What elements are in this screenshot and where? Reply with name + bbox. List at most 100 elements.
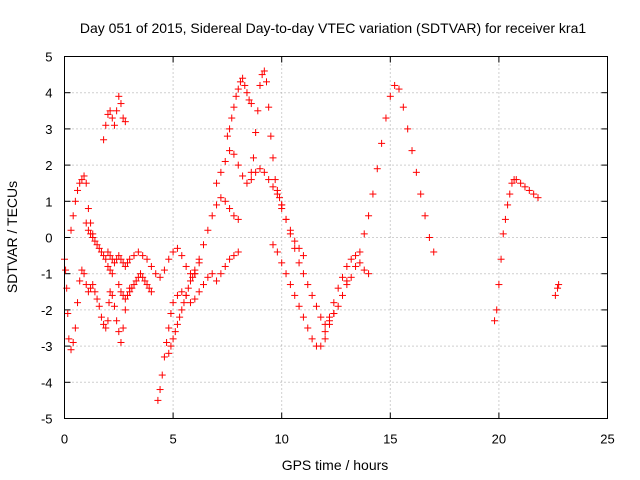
data-point <box>252 129 260 137</box>
x-tick-label: 0 <box>61 432 68 447</box>
data-point <box>106 107 114 115</box>
data-point <box>365 270 373 278</box>
data-point <box>223 132 231 140</box>
data-point <box>113 317 121 325</box>
data-point <box>62 266 70 274</box>
data-point <box>226 147 234 155</box>
data-point <box>102 255 110 263</box>
data-point <box>78 176 86 184</box>
data-point <box>163 338 171 346</box>
data-point <box>178 252 186 260</box>
data-point <box>291 237 299 245</box>
data-point <box>100 136 108 144</box>
data-point <box>137 270 145 278</box>
data-point <box>84 205 92 213</box>
data-point <box>425 234 433 241</box>
data-point <box>117 255 125 263</box>
data-point <box>286 230 294 238</box>
data-point <box>508 179 516 187</box>
data-point <box>365 212 373 220</box>
data-point <box>356 248 364 256</box>
data-point <box>236 78 244 86</box>
data-point <box>499 230 507 238</box>
data-point <box>504 201 512 209</box>
data-point <box>360 266 368 274</box>
data-point <box>299 270 307 278</box>
chart-title: Day 051 of 2015, Sidereal Day-to-day VTE… <box>80 20 586 36</box>
data-point <box>497 255 505 263</box>
data-point <box>295 259 303 267</box>
data-point <box>262 78 270 86</box>
data-point <box>213 277 221 285</box>
data-point <box>278 259 286 267</box>
data-point <box>200 281 208 289</box>
data-point <box>115 328 123 336</box>
data-point <box>121 118 129 126</box>
data-point <box>321 320 329 328</box>
data-point <box>89 281 97 289</box>
data-point <box>269 241 277 249</box>
y-tick-label: -4 <box>41 375 53 390</box>
y-tick-label: 2 <box>45 158 52 173</box>
x-tick-label: 15 <box>383 432 397 447</box>
data-point <box>123 291 131 299</box>
data-point <box>82 281 90 289</box>
data-point <box>119 324 127 332</box>
data-point <box>317 313 325 321</box>
data-point <box>204 226 212 234</box>
data-point <box>247 176 255 184</box>
data-point <box>123 259 131 267</box>
data-point <box>243 89 251 97</box>
data-point <box>200 241 208 249</box>
data-point <box>119 114 127 122</box>
data-point <box>208 212 216 220</box>
data-point <box>104 317 112 325</box>
data-point <box>108 291 116 299</box>
data-point <box>321 328 329 336</box>
data-point <box>330 299 338 307</box>
data-point <box>412 168 420 176</box>
data-point <box>176 313 184 321</box>
data-point <box>106 288 114 296</box>
data-point <box>126 255 134 263</box>
data-point <box>356 259 364 267</box>
data-point <box>93 241 101 249</box>
data-point <box>249 154 257 162</box>
data-point <box>89 234 97 241</box>
x-tick-label: 10 <box>274 432 288 447</box>
data-point <box>84 288 92 296</box>
data-point <box>282 215 290 223</box>
data-point <box>213 201 221 209</box>
data-point <box>208 270 216 278</box>
data-point <box>325 313 333 321</box>
data-point <box>110 302 118 310</box>
data-point <box>195 288 203 296</box>
data-point <box>258 71 266 79</box>
data-point <box>521 183 529 191</box>
data-point <box>256 81 264 89</box>
data-point <box>143 255 151 263</box>
data-point <box>334 302 342 310</box>
data-point <box>299 252 307 260</box>
data-point <box>69 212 77 220</box>
data-point <box>269 154 277 162</box>
data-point <box>234 215 242 223</box>
plot-frame <box>64 56 608 419</box>
data-point <box>395 85 403 93</box>
data-point <box>143 281 151 289</box>
data-point <box>141 277 149 285</box>
data-point <box>171 328 179 336</box>
grid-layer <box>64 56 608 419</box>
data-point <box>304 324 312 332</box>
data-point <box>221 197 229 205</box>
data-point <box>71 324 79 332</box>
data-point <box>230 212 238 220</box>
data-point <box>67 226 75 234</box>
data-point <box>378 139 386 147</box>
y-axis-label: SDTVAR / TECUs <box>4 181 20 293</box>
y-tick-label: -1 <box>41 267 53 282</box>
data-point <box>76 179 84 187</box>
x-tick-label: 20 <box>492 432 506 447</box>
data-point <box>80 172 88 180</box>
data-point <box>408 147 416 155</box>
